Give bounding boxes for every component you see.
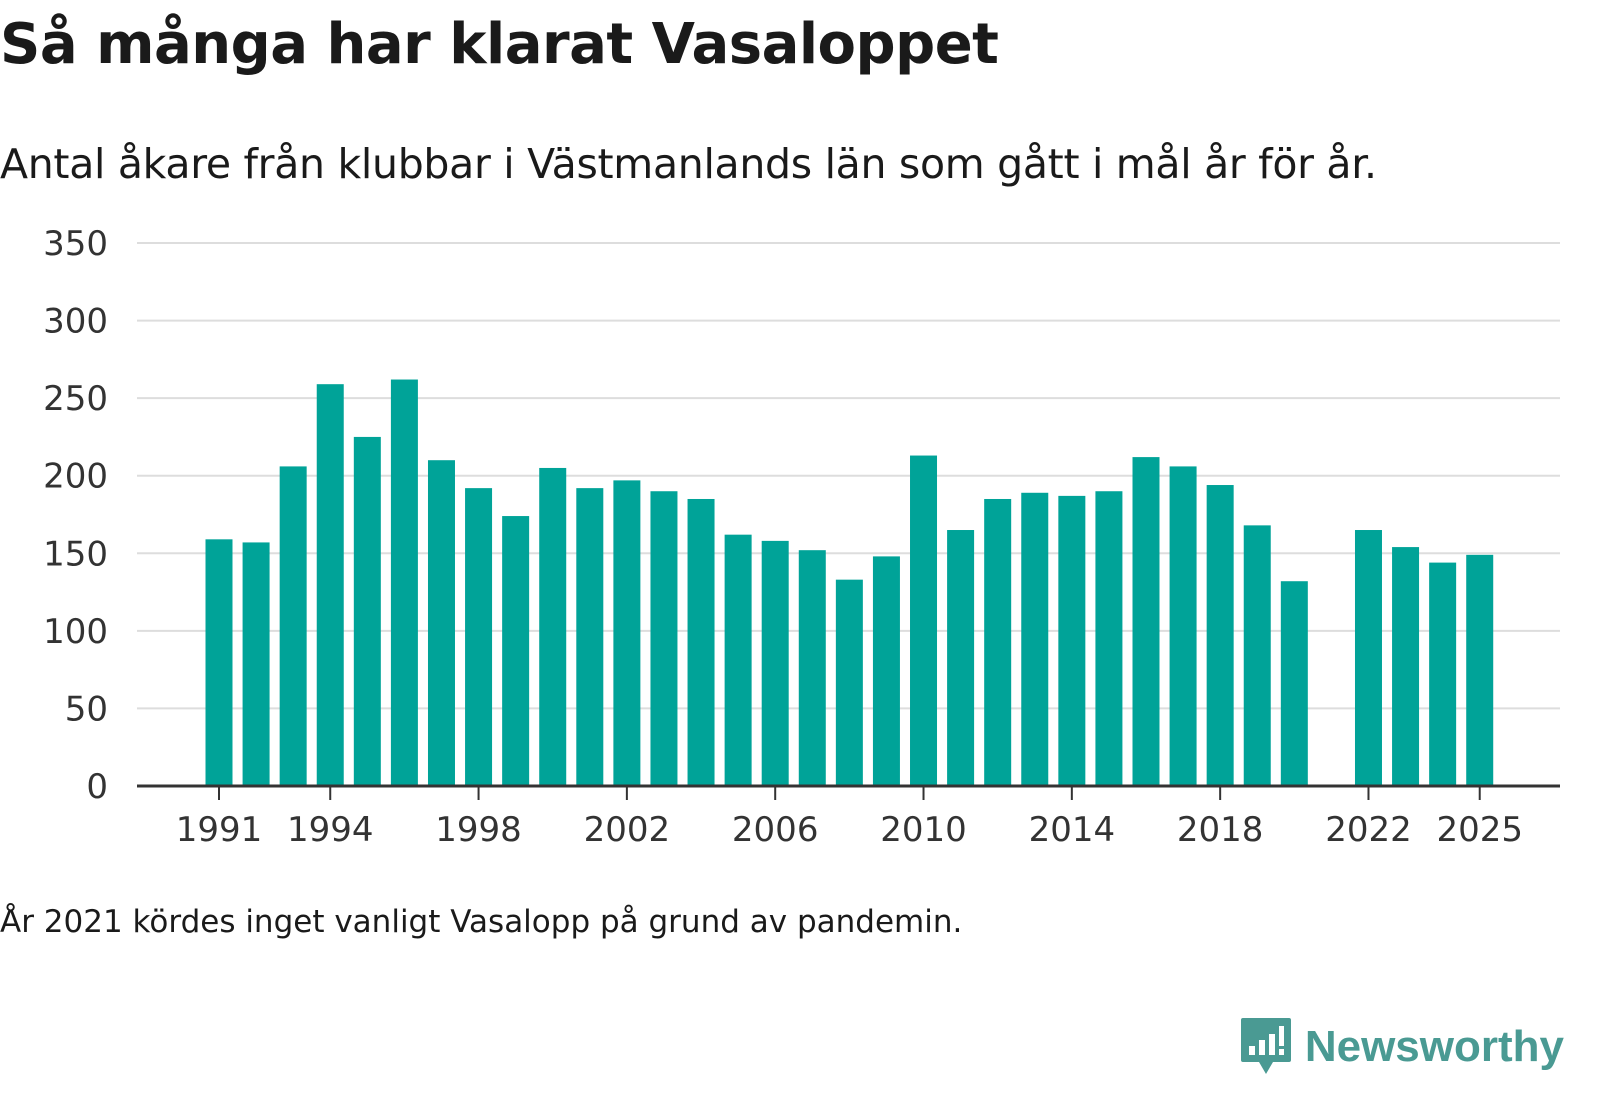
x-tick-label: 2022 — [1325, 810, 1412, 850]
bar-2016 — [1132, 457, 1160, 786]
y-tick-label: 350 — [43, 224, 108, 264]
x-tick-label: 2025 — [1436, 810, 1523, 850]
bar-2025 — [1466, 554, 1494, 786]
bar-1999 — [502, 516, 530, 786]
bar-1991 — [205, 539, 233, 786]
bar-1994 — [316, 384, 344, 786]
bar-2020 — [1280, 581, 1308, 786]
y-tick-label: 250 — [43, 379, 108, 419]
bar-1992 — [242, 542, 270, 786]
x-tick-label: 2006 — [732, 810, 819, 850]
y-tick-label: 50 — [65, 689, 108, 729]
bar-1997 — [427, 460, 455, 786]
chart-subtitle: Antal åkare från klubbar i Västmanlands … — [0, 140, 1377, 188]
bar-2002 — [613, 480, 641, 786]
bar-2012 — [984, 498, 1012, 786]
x-tick-label: 1998 — [435, 810, 522, 850]
bar-2023 — [1392, 547, 1420, 786]
bar-2001 — [576, 488, 604, 786]
x-tick-label: 2014 — [1029, 810, 1116, 850]
bar-2024 — [1429, 562, 1457, 786]
y-tick-label: 150 — [43, 534, 108, 574]
x-tick-label: 2010 — [880, 810, 967, 850]
bar-2022 — [1354, 530, 1382, 786]
bar-1996 — [390, 379, 418, 786]
bar-2005 — [724, 534, 752, 786]
brand-name: Newsworthy — [1304, 1022, 1564, 1071]
bar-2010 — [910, 455, 938, 786]
x-tick-label: 1994 — [287, 810, 374, 850]
bar-2003 — [650, 491, 678, 786]
x-axis-ticks: 1991 1994 1998 2002 2006 2010 2014 2018 2022 2025 — [176, 786, 1523, 850]
chart-title: Så många har klarat Vasaloppet — [0, 12, 999, 77]
y-tick-label: 200 — [43, 457, 108, 497]
bar-2009 — [872, 556, 900, 786]
y-tick-label: 100 — [43, 612, 108, 652]
y-axis-ticks: 0 50 100 150 200 250 300 350 — [43, 224, 108, 807]
bar-2000 — [539, 467, 567, 786]
newsworthy-logo-icon — [1240, 1018, 1291, 1074]
brand-logo: Newsworthy — [1239, 1016, 1564, 1078]
y-tick-label: 300 — [43, 302, 108, 342]
bar-1995 — [353, 436, 381, 786]
bar-1993 — [279, 466, 307, 786]
bar-2004 — [687, 498, 715, 786]
bar-2011 — [947, 530, 975, 786]
bar-1998 — [465, 488, 493, 786]
x-tick-label: 2002 — [584, 810, 671, 850]
x-tick-label: 2018 — [1177, 810, 1264, 850]
bar-chart: 0 50 100 150 200 250 300 350 1991 1994 1998 2002 20… — [43, 224, 1560, 850]
bar-2007 — [798, 550, 826, 786]
bars — [205, 379, 1494, 786]
bar-2019 — [1243, 525, 1271, 786]
footnote: År 2021 kördes inget vanligt Vasalopp på… — [0, 904, 963, 940]
bar-2008 — [835, 579, 863, 786]
bar-2017 — [1169, 466, 1197, 786]
bar-2014 — [1058, 495, 1086, 786]
y-tick-label: 0 — [86, 767, 108, 807]
bar-2013 — [1021, 492, 1049, 786]
bar-2006 — [761, 540, 789, 786]
bar-2018 — [1206, 485, 1234, 786]
x-tick-label: 1991 — [176, 810, 263, 850]
bar-2015 — [1095, 491, 1123, 786]
